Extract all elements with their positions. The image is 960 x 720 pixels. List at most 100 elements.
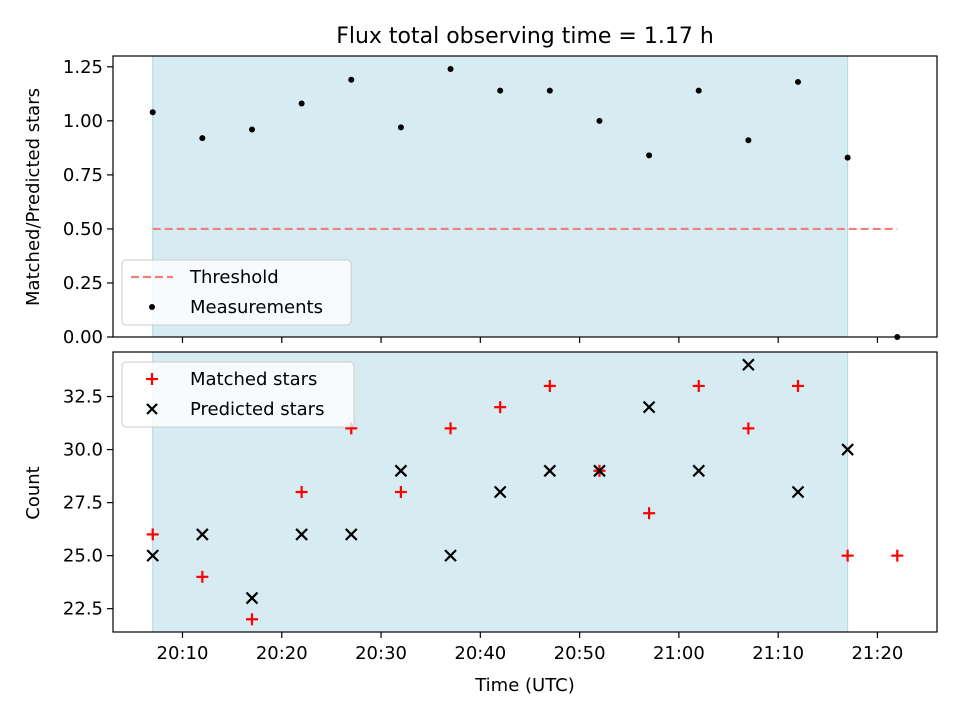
matched-star-point xyxy=(692,379,705,392)
predicted-star-point xyxy=(146,549,159,562)
measurement-point xyxy=(248,126,255,133)
legend-measurements-swatch xyxy=(149,304,155,310)
x-marker-b xyxy=(593,464,606,478)
x-marker-b xyxy=(245,591,259,605)
matched-star-point xyxy=(543,379,556,392)
y-tick-label: 30.0 xyxy=(63,440,103,461)
measurement-point xyxy=(447,65,454,72)
predicted-star-point xyxy=(196,528,209,541)
measurement-point xyxy=(199,135,206,142)
y-tick-label: 25.0 xyxy=(63,546,103,567)
x-marker-b xyxy=(742,358,755,372)
x-marker-b xyxy=(791,485,805,499)
x-marker-b xyxy=(196,528,209,541)
matched-star-point xyxy=(792,379,805,392)
legend-predicted-label: Predicted stars xyxy=(190,399,324,420)
measurement-point xyxy=(298,100,305,107)
y-tick-label: 32.5 xyxy=(63,387,103,408)
measurement-point xyxy=(149,109,156,116)
measurement-point xyxy=(348,76,355,83)
chart-title: Flux total observing time = 1.17 h xyxy=(336,24,714,49)
x-axis-label: Time (UTC) xyxy=(474,675,575,696)
measurement-points xyxy=(149,65,901,340)
matched-star-point xyxy=(444,422,457,435)
x-tick-label: 20:10 xyxy=(157,643,209,664)
x-marker-b xyxy=(543,464,557,478)
y-tick-label: 1.25 xyxy=(63,57,103,78)
y-tick-label: 0.50 xyxy=(63,219,103,240)
x-marker-b xyxy=(295,528,308,541)
measurement-point xyxy=(497,87,504,94)
top-legend-box xyxy=(121,259,352,326)
measurement-point xyxy=(745,137,752,144)
matched-star-point xyxy=(841,549,854,562)
legend-measurements-label: Measurements xyxy=(190,297,323,318)
predicted-star-point xyxy=(742,358,755,372)
measurement-point xyxy=(397,124,404,131)
matched-star-point xyxy=(742,422,755,435)
x-tick-label: 20:50 xyxy=(554,643,606,664)
predicted-star-point xyxy=(493,485,507,499)
legend-predicted-swatch xyxy=(146,403,158,415)
predicted-star-point xyxy=(394,464,408,478)
x-marker-b xyxy=(444,549,457,562)
measurement-point xyxy=(546,87,553,94)
bottom-legend-box xyxy=(121,361,355,428)
axes-frame xyxy=(112,55,938,338)
measurement-point xyxy=(695,87,702,94)
count-points xyxy=(146,358,904,626)
y-tick-label: 22.5 xyxy=(63,599,103,620)
x-marker-b xyxy=(146,549,159,562)
y-tick-label: 0.75 xyxy=(63,165,103,186)
top-legend: Threshold Measurements xyxy=(121,259,352,326)
y-tick-label: 0.25 xyxy=(63,273,103,294)
x-tick-label: 21:00 xyxy=(653,643,705,664)
bottom-y-axis-label: Count xyxy=(23,466,44,519)
predicted-star-point xyxy=(295,528,308,541)
x-tick-label: 20:20 xyxy=(256,643,308,664)
x-marker-b xyxy=(642,400,656,414)
predicted-star-point xyxy=(692,464,706,478)
x-tick-label: 20:40 xyxy=(454,643,506,664)
top-y-axis-label: Matched/Predicted stars xyxy=(23,88,44,306)
measurement-point xyxy=(596,117,603,124)
predicted-star-point xyxy=(791,485,805,499)
matched-star-point xyxy=(295,486,308,498)
x-marker-b xyxy=(692,464,706,478)
x-tick-label: 21:20 xyxy=(851,643,903,664)
legend-threshold-label: Threshold xyxy=(189,267,279,288)
y-tick-label: 1.00 xyxy=(63,111,103,132)
matched-star-point xyxy=(643,507,656,520)
x-tick-label: 20:30 xyxy=(355,643,407,664)
x-tick-label: 21:10 xyxy=(752,643,804,664)
matched-star-point xyxy=(494,401,507,414)
matched-star-point xyxy=(146,528,159,541)
predicted-star-point xyxy=(642,400,656,414)
bottom-axes: 22.5 25.0 27.5 30.0 32.5 20:10 20:20 20:30 20:40… xyxy=(63,351,938,664)
axes-frame xyxy=(112,351,938,633)
predicted-star-point xyxy=(593,464,606,478)
measurement-point xyxy=(795,78,802,85)
top-axes: 0.00 0.25 0.50 0.75 1.00 1.25 xyxy=(63,55,938,348)
measurement-point xyxy=(646,152,653,159)
measurement-point xyxy=(844,154,851,161)
predicted-star-point xyxy=(841,443,854,456)
predicted-star-point xyxy=(444,549,457,562)
matched-star-point xyxy=(891,549,904,562)
matched-star-point xyxy=(394,486,407,498)
x-marker-b xyxy=(841,443,854,456)
legend-matched-label: Matched stars xyxy=(190,369,317,390)
x-marker-b xyxy=(394,464,408,478)
x-marker-b xyxy=(344,528,358,541)
y-tick-label: 0.00 xyxy=(63,327,103,348)
legend-matched-swatch xyxy=(146,373,158,385)
matched-star-point xyxy=(196,570,209,583)
y-tick-label: 27.5 xyxy=(63,493,103,514)
matched-star-point xyxy=(245,613,258,626)
predicted-star-point xyxy=(543,464,557,478)
predicted-star-point xyxy=(245,591,259,605)
bottom-legend: Matched stars Predicted stars xyxy=(121,361,355,428)
x-marker-b xyxy=(493,485,507,499)
predicted-star-point xyxy=(344,528,358,541)
